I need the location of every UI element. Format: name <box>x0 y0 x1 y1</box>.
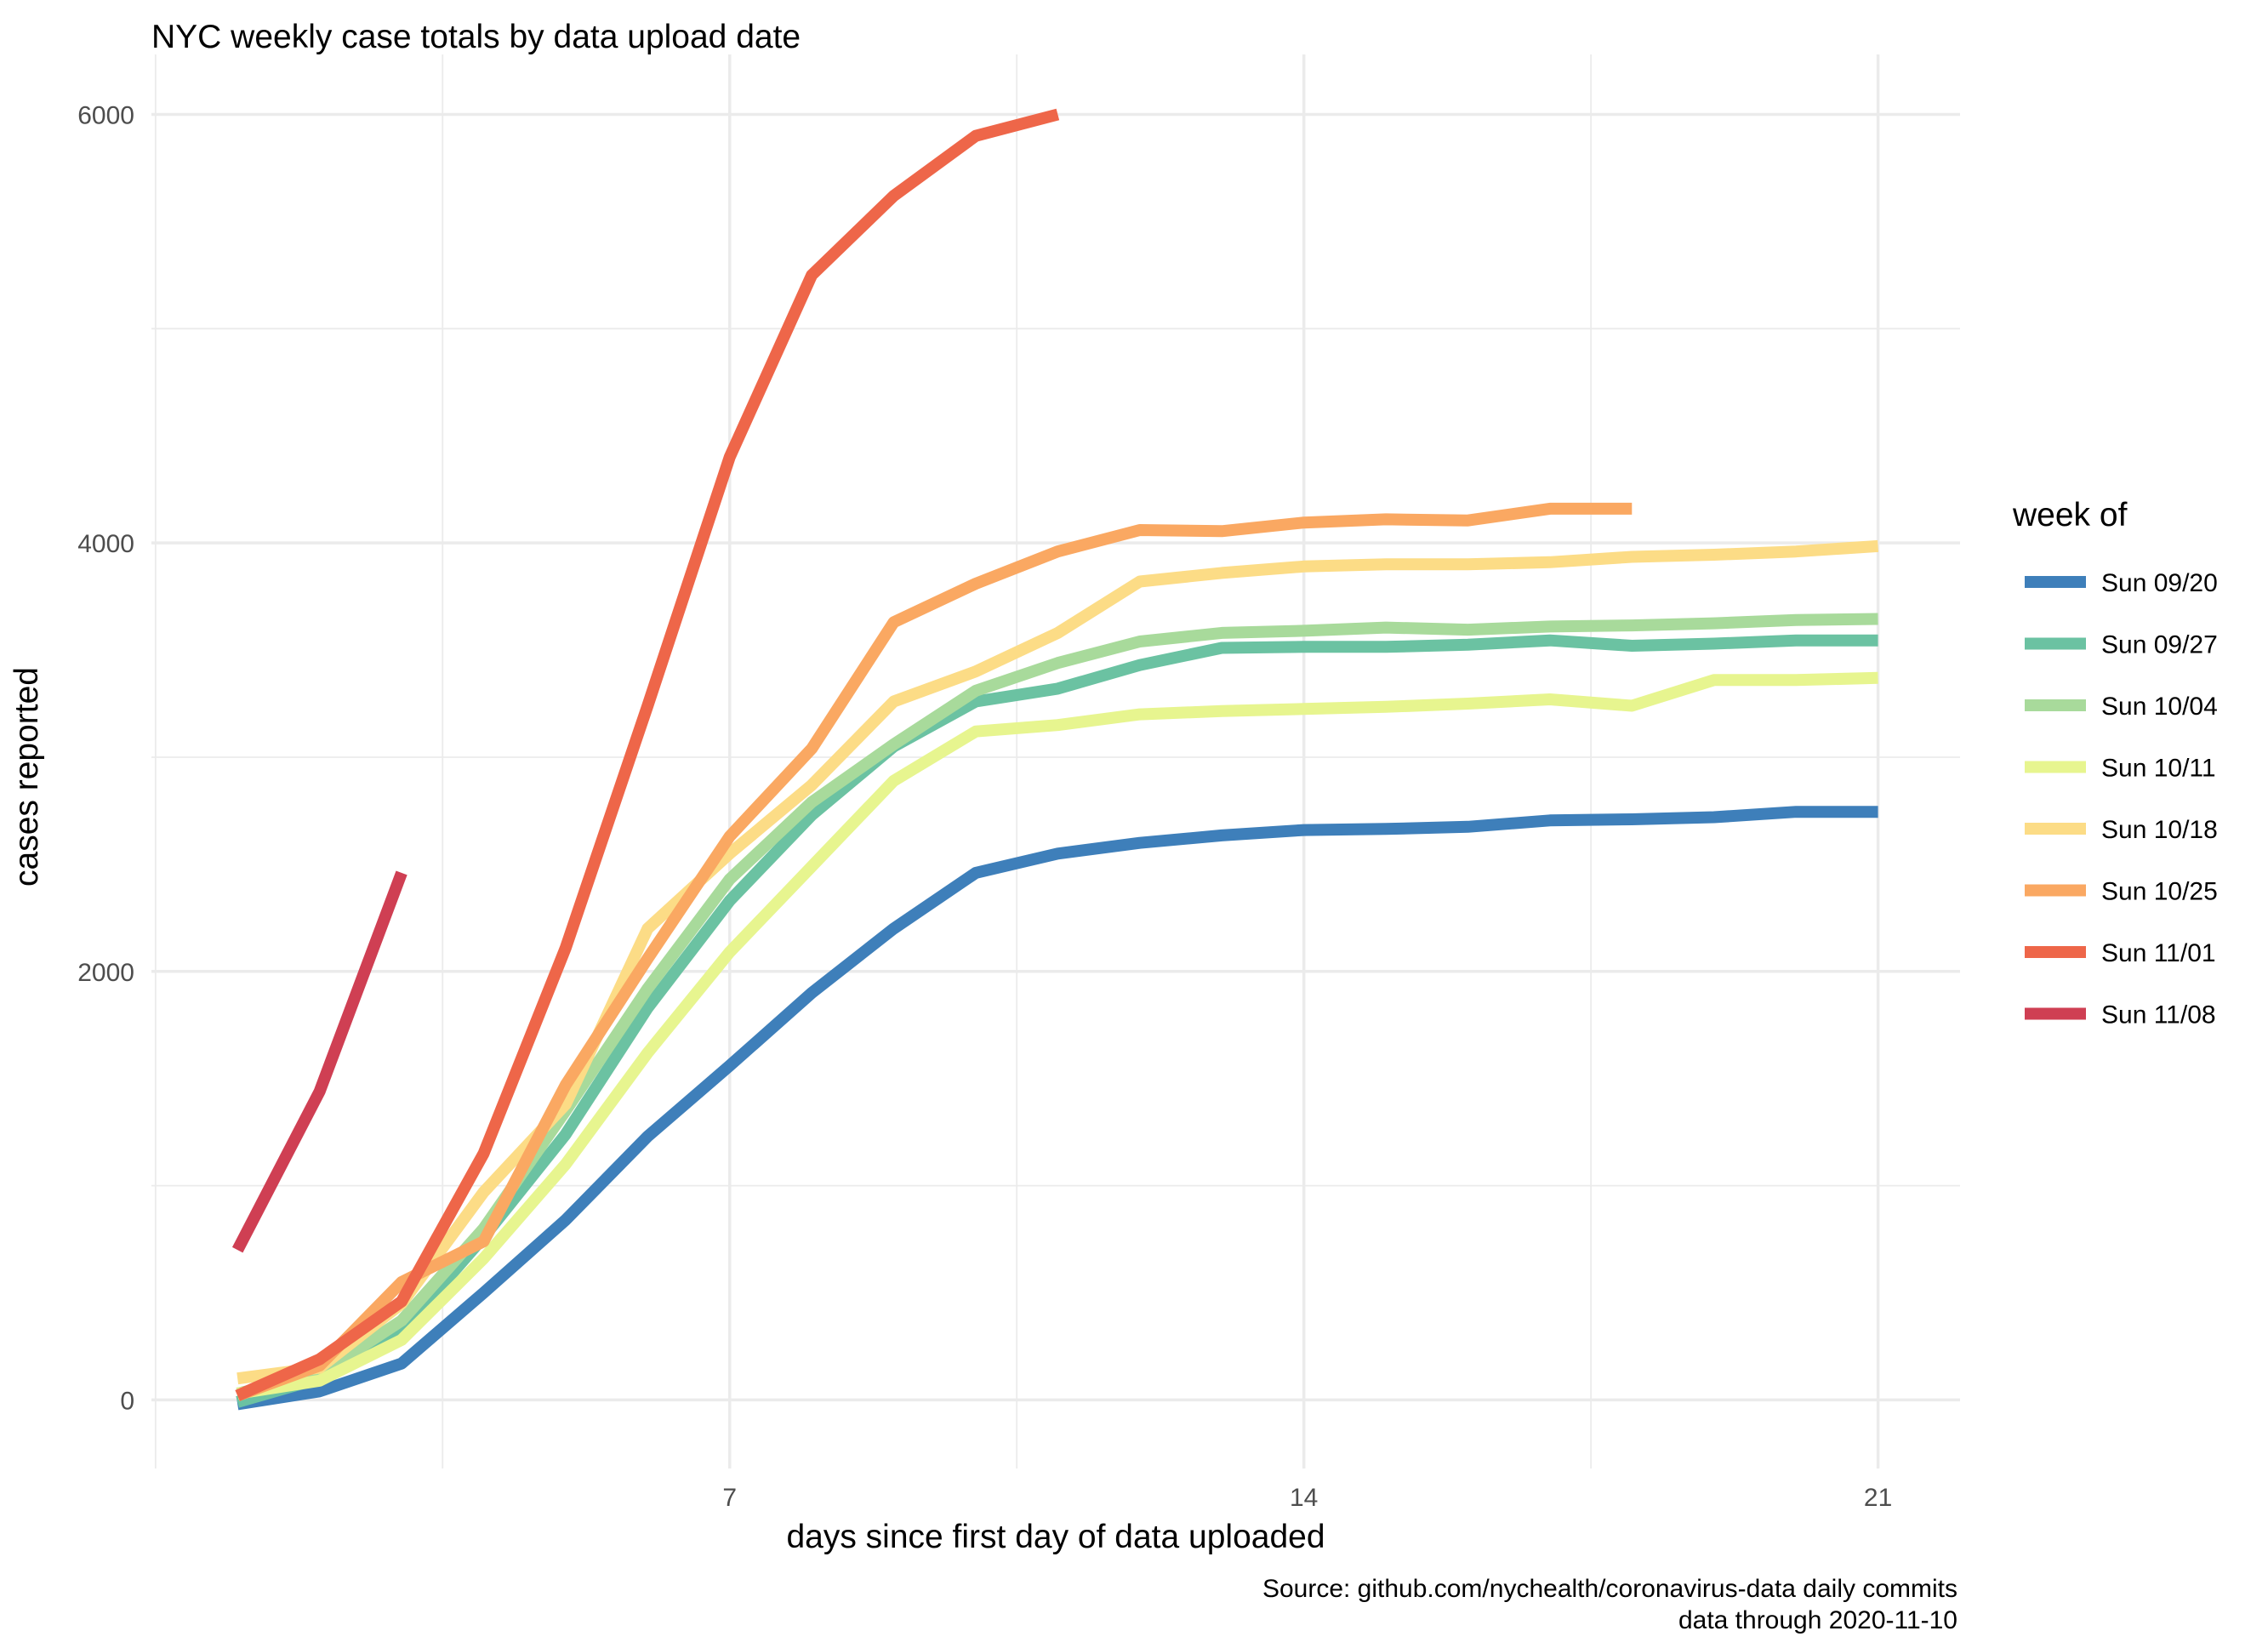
y-tick-label: 0 <box>120 1387 134 1415</box>
series-line-sun-09-20 <box>236 806 1878 1411</box>
x-tick-label: 21 <box>1864 1484 1892 1512</box>
legend-title: week of <box>2012 497 2128 533</box>
series-line-sun-10-25 <box>235 502 1633 1401</box>
x-axis-label: days since first day of data uploaded <box>786 1519 1325 1555</box>
legend-label: Sun 10/18 <box>2101 816 2218 844</box>
y-tick-label: 2000 <box>77 959 134 987</box>
x-axis-ticks: 7 14 21 <box>722 1484 1892 1512</box>
caption-line-date: data through 2020-11-10 <box>1678 1606 1957 1634</box>
legend-label: Sun 10/25 <box>2101 878 2218 906</box>
legend-label: Sun 09/20 <box>2101 569 2218 597</box>
series-line-sun-11-01 <box>235 108 1060 1401</box>
legend-label: Sun 10/11 <box>2101 755 2216 783</box>
y-tick-label: 4000 <box>77 530 134 558</box>
legend-label: Sun 11/01 <box>2101 939 2216 967</box>
series-line-sun-09-27 <box>236 634 1878 1408</box>
x-tick-label: 7 <box>722 1484 737 1512</box>
y-axis-ticks: 0 2000 4000 6000 <box>77 102 134 1416</box>
legend-label: Sun 09/27 <box>2101 631 2218 659</box>
grid <box>151 54 1960 1468</box>
series-line-sun-10-18 <box>236 539 1879 1385</box>
caption: Source: github.com/nychealth/coronavirus… <box>1262 1575 1957 1634</box>
y-axis-label: cases reported <box>9 667 45 887</box>
series-line-sun-11-08 <box>231 870 407 1253</box>
series-line-sun-10-11 <box>236 671 1878 1400</box>
legend-items: Sun 09/20 Sun 09/27 Sun 10/04 Sun 10/11 Sun … <box>2025 569 2218 1029</box>
series-line-sun-10-04 <box>236 613 1878 1400</box>
legend: week of Sun 09/20 Sun 09/27 Sun 10/04 Sun 1… <box>2012 497 2218 1029</box>
legend-label: Sun 10/04 <box>2101 693 2218 721</box>
chart-title: NYC weekly case totals by data upload da… <box>151 19 801 55</box>
series-lines <box>231 108 1879 1411</box>
y-tick-label: 6000 <box>77 102 134 130</box>
caption-line-source: Source: github.com/nychealth/coronavirus… <box>1262 1575 1957 1603</box>
x-tick-label: 14 <box>1290 1484 1318 1512</box>
legend-label: Sun 11/08 <box>2101 1001 2216 1029</box>
